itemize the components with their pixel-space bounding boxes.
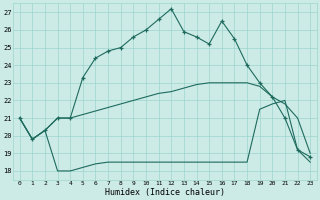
- X-axis label: Humidex (Indice chaleur): Humidex (Indice chaleur): [105, 188, 225, 197]
